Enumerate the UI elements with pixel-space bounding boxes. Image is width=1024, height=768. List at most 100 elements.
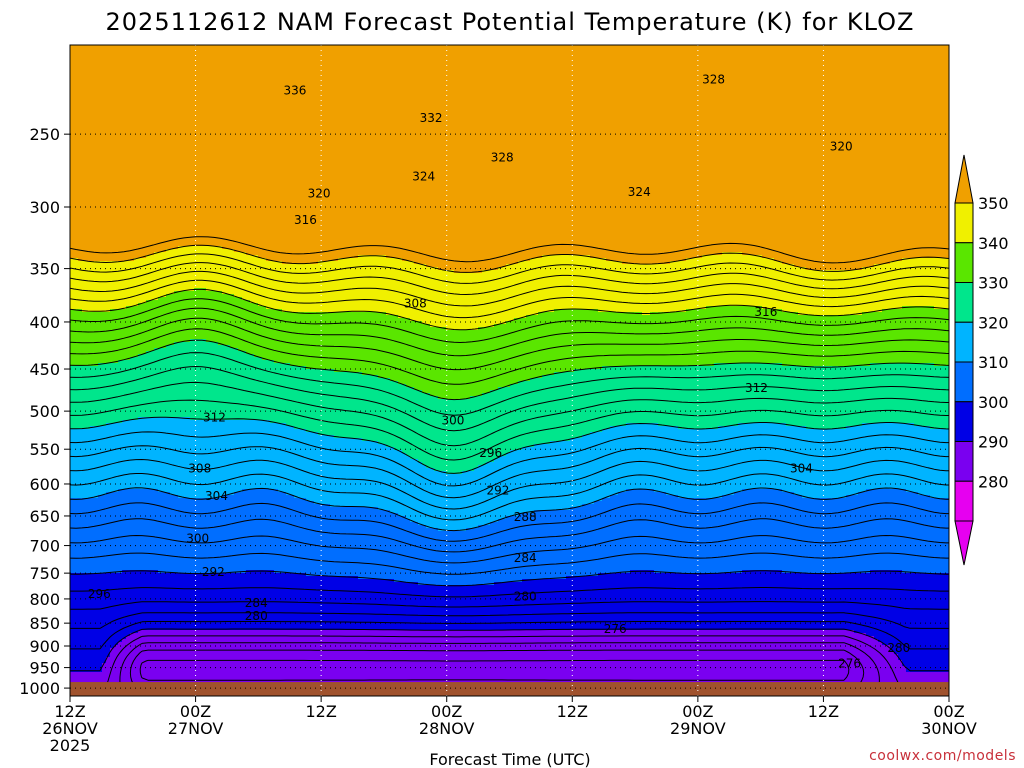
colorbar-label: 350 xyxy=(978,194,1009,213)
contour-label: 312 xyxy=(745,381,768,395)
isentrope-330 xyxy=(70,339,949,401)
x-tick-label: 26NOV xyxy=(42,719,98,738)
isentrope-306 xyxy=(70,518,949,553)
x-tick-label: 00Z xyxy=(682,702,713,721)
contour-label: 316 xyxy=(294,213,317,227)
isentrope-334 xyxy=(70,317,949,371)
contour-label: 280 xyxy=(514,589,537,603)
contour-label: 284 xyxy=(514,551,537,565)
contour-label: 276 xyxy=(604,622,627,636)
colorbar-band xyxy=(954,480,974,522)
isentrope-340 xyxy=(70,288,949,331)
colorbar-label: 280 xyxy=(978,472,1009,491)
chart-title: 2025112612 NAM Forecast Potential Temper… xyxy=(106,8,915,36)
contour-label: 280 xyxy=(245,609,268,623)
contour-labels: 336 332 328 328 324 324 320 320 316 316 308 312 312 3… xyxy=(88,72,910,670)
contour-label: 320 xyxy=(308,186,331,200)
isentrope-308 xyxy=(70,502,949,542)
y-tick-label: 800 xyxy=(29,590,60,609)
y-tick-label: 850 xyxy=(29,614,60,633)
color-legend: 350 340 330 320 310 300 290 280 xyxy=(954,154,1009,566)
contour-label: 328 xyxy=(491,150,514,164)
pressure-axis: 250 300 350 400 450 500 550 600 650 700 750 800 850 9… xyxy=(19,125,70,698)
credit-text: coolwx.com/models xyxy=(869,748,1016,764)
x-tick-label: 00Z xyxy=(180,702,211,721)
isentrope-310 xyxy=(70,487,949,532)
isentrope-338 xyxy=(70,298,949,343)
colorbar-band xyxy=(954,202,974,244)
colorbar-band xyxy=(954,441,974,482)
isentrope-contours xyxy=(70,236,949,696)
isentrope-302 xyxy=(70,552,949,575)
x-axis-label: Forecast Time (UTC) xyxy=(429,750,590,768)
contour-label: 300 xyxy=(442,414,465,428)
colorbar-label: 320 xyxy=(978,313,1009,332)
x-tick-label: 27NOV xyxy=(168,719,224,738)
y-tick-label: 950 xyxy=(29,659,60,678)
isentrope-292 xyxy=(70,621,949,650)
y-tick-label: 700 xyxy=(29,537,60,556)
potential-temperature-fill xyxy=(70,45,949,696)
contour-label: 292 xyxy=(487,484,510,498)
colorbar-label: 340 xyxy=(978,234,1009,253)
contour-label: 280 xyxy=(887,641,910,655)
x-tick-label: 12Z xyxy=(54,702,85,721)
isentrope-332 xyxy=(70,328,949,385)
isentrope-304 xyxy=(70,535,949,564)
colorbar-over-arrow xyxy=(954,154,974,204)
contour-label: 304 xyxy=(790,461,813,475)
ground-below-surface xyxy=(70,682,949,696)
isentrope-294 xyxy=(70,612,949,629)
isentrope-314 xyxy=(70,459,949,510)
y-tick-label: 600 xyxy=(29,475,60,494)
colorbar-label: 330 xyxy=(978,274,1009,293)
x-tick-label: 12Z xyxy=(305,702,336,721)
isentrope-346 xyxy=(70,262,949,295)
colorbar-band xyxy=(954,321,974,363)
colorbar-label: 310 xyxy=(978,353,1009,372)
y-tick-label: 400 xyxy=(29,313,60,332)
colorbar-label: 290 xyxy=(978,433,1009,452)
isentrope-350 xyxy=(70,244,949,273)
contour-label: 284 xyxy=(245,596,268,610)
contour-label: 316 xyxy=(754,305,777,319)
isentrope-298 xyxy=(70,587,949,598)
contour-label: 276 xyxy=(838,656,861,670)
colorbar-band xyxy=(954,361,974,403)
contour-label: 304 xyxy=(205,489,228,503)
y-tick-label: 350 xyxy=(29,260,60,279)
colorbar-band xyxy=(954,401,974,442)
contour-label: 324 xyxy=(628,185,651,199)
colorbar-under-arrow xyxy=(954,520,974,566)
isentrope-316 xyxy=(70,445,949,499)
plot-frame xyxy=(69,44,950,697)
y-tick-label: 450 xyxy=(29,360,60,379)
isentrope-312 xyxy=(70,473,949,521)
isentrope-296 xyxy=(70,601,949,610)
colorbar-band xyxy=(954,282,974,323)
isentrope-328 xyxy=(70,352,949,416)
contour-label: 296 xyxy=(479,446,502,460)
y-tick-label: 900 xyxy=(29,637,60,656)
contour-label: 332 xyxy=(420,111,443,125)
y-tick-label: 300 xyxy=(29,198,60,217)
contour-label: 288 xyxy=(514,510,537,524)
x-tick-label: 00Z xyxy=(431,702,462,721)
x-tick-label: 12Z xyxy=(557,702,588,721)
isentrope-324 xyxy=(70,381,949,447)
colorbar-label: 300 xyxy=(978,393,1009,412)
x-tick-label: 00Z xyxy=(933,702,964,721)
contour-label: 292 xyxy=(202,565,225,579)
x-tick-label: 2025 xyxy=(50,736,91,755)
contour-label: 324 xyxy=(412,170,435,184)
colorbar-band xyxy=(954,242,974,283)
contour-label: 308 xyxy=(404,297,427,311)
x-tick-label: 29NOV xyxy=(670,719,726,738)
isentrope-352 xyxy=(70,236,949,264)
isentrope-348 xyxy=(70,253,949,284)
isentrope-320 xyxy=(70,416,949,474)
y-tick-label: 650 xyxy=(29,507,60,526)
contour-label: 296 xyxy=(88,587,111,601)
contour-label: 312 xyxy=(203,410,226,424)
